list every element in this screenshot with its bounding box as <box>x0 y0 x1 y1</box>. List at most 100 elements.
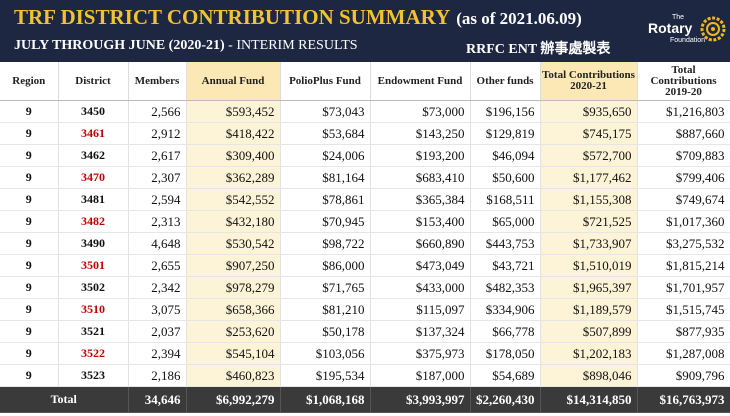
table-cell: $935,650 <box>540 100 638 123</box>
table-cell: 9 <box>0 298 59 321</box>
table-cell: $749,674 <box>637 188 730 211</box>
total-cell: $6,992,279 <box>186 386 281 413</box>
total-cell: Total <box>0 386 129 413</box>
logo-name: Rotary <box>648 20 693 36</box>
table-cell: $898,046 <box>540 364 638 387</box>
table-cell: $253,620 <box>186 320 281 343</box>
table-cell: $129,819 <box>470 122 541 145</box>
table-cell: $473,049 <box>370 254 471 277</box>
table-cell: $909,796 <box>637 364 730 387</box>
table-cell: 3502 <box>58 276 129 299</box>
table-cell: 3501 <box>58 254 129 277</box>
table-cell: $482,353 <box>470 276 541 299</box>
table-cell: $887,660 <box>637 122 730 145</box>
table-cell: $683,410 <box>370 166 471 189</box>
table-row: 9 3510 3,075 $658,366 $81,210 $115,097 $334,90… <box>0 298 730 321</box>
table-cell: $53,684 <box>280 122 371 145</box>
total-cell: $1,068,168 <box>280 386 371 413</box>
table-cell: $1,155,308 <box>540 188 638 211</box>
table-cell: 3510 <box>58 298 129 321</box>
table-cell: $443,753 <box>470 232 541 255</box>
table-cell: $143,250 <box>370 122 471 145</box>
table-cell: $50,600 <box>470 166 541 189</box>
table-cell: $73,043 <box>280 100 371 123</box>
subtitle: JULY THROUGH JUNE (2020-21) <box>14 38 225 53</box>
table-cell: $545,104 <box>186 342 281 365</box>
table-cell: $507,899 <box>540 320 638 343</box>
table-cell: $907,250 <box>186 254 281 277</box>
table-cell: $1,701,957 <box>637 276 730 299</box>
table-cell: $168,511 <box>470 188 541 211</box>
table-cell: 9 <box>0 166 59 189</box>
table-cell: $660,890 <box>370 232 471 255</box>
table-cell: $153,400 <box>370 210 471 233</box>
table-cell: 2,594 <box>128 188 187 211</box>
table-row: 9 3521 2,037 $253,620 $50,178 $137,324 $66,778… <box>0 320 730 343</box>
table-cell: 9 <box>0 232 59 255</box>
table-cell: $1,733,907 <box>540 232 638 255</box>
table-row: 9 3482 2,313 $432,180 $70,945 $153,400 $65,000… <box>0 210 730 233</box>
table-cell: 2,342 <box>128 276 187 299</box>
table-row: 9 3522 2,394 $545,104 $103,056 $375,973 $178,0… <box>0 342 730 365</box>
table-cell: 2,307 <box>128 166 187 189</box>
table-cell: 2,313 <box>128 210 187 233</box>
table-cell: $70,945 <box>280 210 371 233</box>
column-header: Endowment Fund <box>370 62 471 101</box>
table-cell: 9 <box>0 364 59 387</box>
total-cell: $2,260,430 <box>470 386 541 413</box>
subtitle-line: JULY THROUGH JUNE (2020-21) - INTERIM RE… <box>14 38 358 54</box>
table-cell: $362,289 <box>186 166 281 189</box>
table-cell: $66,778 <box>470 320 541 343</box>
table-cell: $1,189,579 <box>540 298 638 321</box>
total-cell: $14,314,850 <box>540 386 638 413</box>
table-cell: $1,216,803 <box>637 100 730 123</box>
total-row: Total 34,646 $6,992,279 $1,068,168 $3,993,99… <box>0 386 730 413</box>
table-cell: 3523 <box>58 364 129 387</box>
total-cell: 34,646 <box>128 386 187 413</box>
table-cell: 9 <box>0 342 59 365</box>
table-cell: $799,406 <box>637 166 730 189</box>
table-cell: 3470 <box>58 166 129 189</box>
table-cell: $460,823 <box>186 364 281 387</box>
column-header: Total Contributions 2020-21 <box>540 62 638 101</box>
table-cell: 9 <box>0 144 59 167</box>
column-header: Region <box>0 62 59 101</box>
column-header: Other funds <box>470 62 541 101</box>
table-cell: $46,094 <box>470 144 541 167</box>
table-cell: $24,006 <box>280 144 371 167</box>
table-cell: $193,200 <box>370 144 471 167</box>
table-cell: 3461 <box>58 122 129 145</box>
table-cell: $542,552 <box>186 188 281 211</box>
column-header: Members <box>128 62 187 101</box>
table-row: 9 3490 4,648 $530,542 $98,722 $660,890 $443,75… <box>0 232 730 255</box>
table-cell: $98,722 <box>280 232 371 255</box>
table-cell: 3462 <box>58 144 129 167</box>
table-cell: $433,000 <box>370 276 471 299</box>
table-cell: $78,861 <box>280 188 371 211</box>
table-cell: $658,366 <box>186 298 281 321</box>
table-cell: 2,394 <box>128 342 187 365</box>
table-cell: $978,279 <box>186 276 281 299</box>
table-row: 9 3523 2,186 $460,823 $195,534 $187,000 $54,68… <box>0 364 730 387</box>
table-cell: $73,000 <box>370 100 471 123</box>
table-cell: $721,525 <box>540 210 638 233</box>
table-cell: 9 <box>0 276 59 299</box>
table-cell: 2,655 <box>128 254 187 277</box>
table-cell: $71,765 <box>280 276 371 299</box>
table-row: 9 3470 2,307 $362,289 $81,164 $683,410 $50,600… <box>0 166 730 189</box>
table-cell: $3,275,532 <box>637 232 730 255</box>
table-cell: $1,202,183 <box>540 342 638 365</box>
table-row: 9 3462 2,617 $309,400 $24,006 $193,200 $46,094… <box>0 144 730 167</box>
table-cell: $196,156 <box>470 100 541 123</box>
table-cell: $1,287,008 <box>637 342 730 365</box>
table-cell: $103,056 <box>280 342 371 365</box>
table-cell: $877,935 <box>637 320 730 343</box>
table-cell: 2,912 <box>128 122 187 145</box>
table-body: 9 3450 2,566 $593,452 $73,043 $73,000 $196,156… <box>0 100 730 413</box>
total-cell: $16,763,973 <box>637 386 730 413</box>
logo-the: The <box>672 14 685 21</box>
table-cell: $745,175 <box>540 122 638 145</box>
table-cell: $115,097 <box>370 298 471 321</box>
column-header: District <box>58 62 129 101</box>
